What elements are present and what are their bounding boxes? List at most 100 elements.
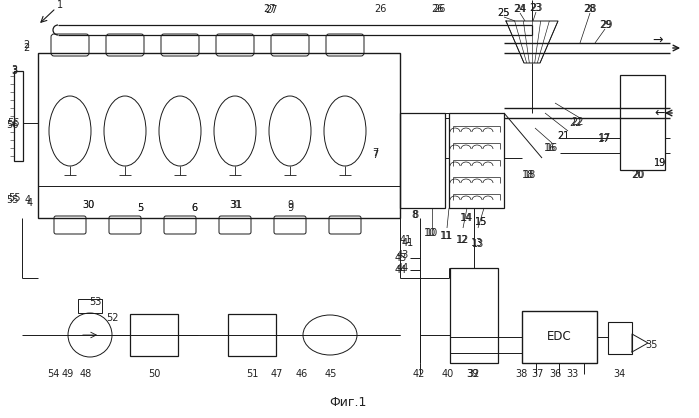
Text: 10: 10 <box>426 228 438 238</box>
Text: 24: 24 <box>514 4 526 14</box>
Text: →: → <box>653 33 663 46</box>
Text: 35: 35 <box>646 340 658 350</box>
Text: ←: ← <box>655 107 665 120</box>
Text: Фиг.1: Фиг.1 <box>329 397 367 410</box>
Text: 30: 30 <box>82 200 94 210</box>
Text: 6: 6 <box>191 203 197 213</box>
Text: 9: 9 <box>287 203 293 213</box>
Text: 43: 43 <box>397 250 409 260</box>
Bar <box>38 53 400 218</box>
Text: 11: 11 <box>441 231 453 241</box>
Text: 32: 32 <box>468 369 480 379</box>
Text: 51: 51 <box>246 369 258 379</box>
Bar <box>449 113 504 208</box>
Text: 25: 25 <box>498 8 510 18</box>
Text: 36: 36 <box>549 369 561 379</box>
Text: 55: 55 <box>6 195 18 205</box>
Text: 18: 18 <box>524 170 536 180</box>
Text: 44: 44 <box>397 263 409 273</box>
Text: 50: 50 <box>147 369 160 379</box>
Text: 16: 16 <box>546 143 558 153</box>
Text: 27: 27 <box>264 4 276 14</box>
Text: 21: 21 <box>557 131 569 141</box>
Text: 43: 43 <box>395 253 407 263</box>
Text: 15: 15 <box>475 217 487 227</box>
Text: 27: 27 <box>266 5 278 15</box>
Text: 25: 25 <box>497 8 510 18</box>
Text: 31: 31 <box>229 200 241 210</box>
Text: 13: 13 <box>471 238 483 248</box>
Text: 37: 37 <box>531 369 543 379</box>
Bar <box>400 113 445 208</box>
Text: 19: 19 <box>654 158 666 168</box>
Text: 14: 14 <box>460 213 472 223</box>
Text: 22: 22 <box>571 117 583 127</box>
Text: 34: 34 <box>613 369 625 379</box>
Text: 48: 48 <box>80 369 92 379</box>
Text: 23: 23 <box>530 3 542 13</box>
Text: 56: 56 <box>6 120 18 130</box>
Text: 17: 17 <box>598 134 610 144</box>
Text: 22: 22 <box>569 118 582 128</box>
Text: 4: 4 <box>27 198 33 208</box>
Bar <box>130 314 178 356</box>
Text: 29: 29 <box>599 20 611 30</box>
Text: 10: 10 <box>424 228 436 238</box>
Bar <box>620 75 665 170</box>
Bar <box>522 311 597 363</box>
Text: 55: 55 <box>8 193 20 203</box>
Text: 31: 31 <box>230 200 242 210</box>
Text: 45: 45 <box>325 369 337 379</box>
Text: 18: 18 <box>522 170 534 180</box>
Text: 19: 19 <box>654 158 666 168</box>
Text: 52: 52 <box>106 313 118 323</box>
Text: 38: 38 <box>515 369 527 379</box>
Text: 4: 4 <box>25 195 31 205</box>
Text: 7: 7 <box>372 148 378 158</box>
Text: 5: 5 <box>137 203 143 213</box>
Bar <box>78 299 102 313</box>
Text: 28: 28 <box>583 4 595 14</box>
Text: 1: 1 <box>57 0 63 10</box>
Text: 20: 20 <box>632 170 644 180</box>
Text: 6: 6 <box>191 203 197 213</box>
Text: 13: 13 <box>472 239 484 249</box>
Text: 12: 12 <box>457 235 469 245</box>
Text: 2: 2 <box>23 43 29 53</box>
Text: 46: 46 <box>296 369 308 379</box>
Text: 20: 20 <box>630 170 643 180</box>
Text: 17: 17 <box>599 133 611 143</box>
Bar <box>450 268 498 363</box>
Text: 54: 54 <box>47 369 59 379</box>
Text: 2: 2 <box>23 40 29 50</box>
Text: EDC: EDC <box>547 331 571 344</box>
Text: 30: 30 <box>82 200 94 210</box>
Text: 33: 33 <box>566 369 578 379</box>
Text: 40: 40 <box>442 369 454 379</box>
Text: 7: 7 <box>372 150 378 160</box>
Text: 5: 5 <box>137 203 143 213</box>
Text: 28: 28 <box>584 4 596 14</box>
Text: 26: 26 <box>433 4 445 14</box>
Text: 56: 56 <box>7 118 19 128</box>
Text: 8: 8 <box>411 210 417 220</box>
Text: 12: 12 <box>456 235 468 245</box>
Text: 44: 44 <box>395 265 407 275</box>
Bar <box>608 322 632 354</box>
Bar <box>228 314 276 356</box>
Text: 14: 14 <box>461 213 473 223</box>
Text: 39: 39 <box>466 369 478 379</box>
Text: 41: 41 <box>400 235 412 245</box>
Text: 26: 26 <box>431 4 443 14</box>
Text: 26: 26 <box>374 4 386 14</box>
Text: 23: 23 <box>529 3 541 13</box>
Bar <box>14 71 23 161</box>
Text: 8: 8 <box>412 210 418 220</box>
Text: 3: 3 <box>11 65 17 75</box>
Text: 11: 11 <box>440 231 452 241</box>
Text: 15: 15 <box>475 217 487 227</box>
Text: 16: 16 <box>544 143 556 153</box>
Text: 41: 41 <box>402 238 414 248</box>
Text: 3: 3 <box>11 66 17 76</box>
Text: 9: 9 <box>287 200 293 210</box>
